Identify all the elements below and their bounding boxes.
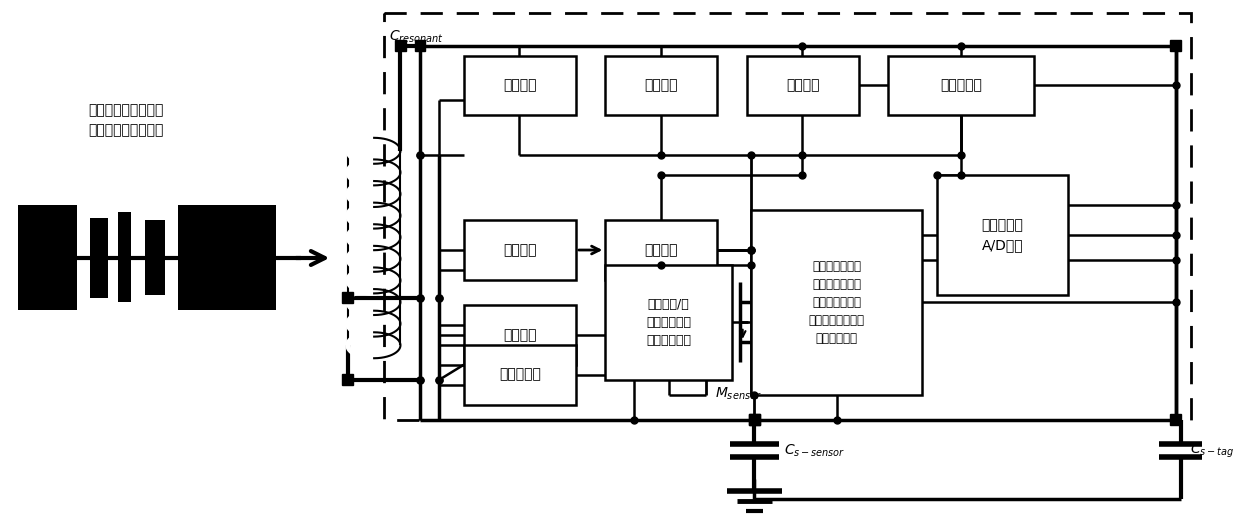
Bar [1171, 414, 1181, 425]
Bar [463, 345, 576, 405]
Text: 负载调制器: 负载调制器 [499, 368, 541, 382]
Bar [750, 414, 760, 425]
Bar [605, 56, 717, 115]
Text: 带隙基准: 带隙基准 [644, 78, 678, 93]
Bar [415, 40, 425, 51]
Text: 上电复位: 上电复位 [786, 78, 819, 93]
Bar [384, 13, 1191, 420]
Text: 具有温度测量特征的: 具有温度测量特征的 [88, 104, 164, 117]
Text: 读卡器下行命令波形: 读卡器下行命令波形 [88, 124, 164, 138]
Bar [605, 220, 717, 280]
Bar [747, 56, 859, 115]
Bar [342, 374, 353, 385]
Text: $C_{s-sensor}$: $C_{s-sensor}$ [783, 442, 845, 459]
Bar [342, 293, 353, 303]
Bar [752, 210, 922, 394]
Bar [178, 205, 275, 310]
Text: 整流模块: 整流模块 [503, 243, 536, 257]
Bar [19, 205, 77, 310]
Text: 射频标签/温
度传感器模式
转换逻辑控制: 射频标签/温 度传感器模式 转换逻辑控制 [646, 298, 691, 347]
Bar [888, 56, 1035, 115]
Bar [750, 414, 760, 425]
Bar [605, 265, 732, 380]
Text: 时钟恢复: 时钟恢复 [503, 78, 536, 93]
Text: 射频识别标签其
他部分（状态机
逻辑控制，能量
检测与限幅控制，
模式转换等）: 射频识别标签其 他部分（状态机 逻辑控制，能量 检测与限幅控制， 模式转换等） [809, 260, 865, 345]
Bar [463, 56, 576, 115]
Bar [463, 305, 576, 365]
Text: $M_{sensor}$: $M_{sensor}$ [715, 385, 762, 402]
Text: 存储器模块: 存储器模块 [940, 78, 983, 93]
Text: $C_{resonant}$: $C_{resonant}$ [389, 29, 444, 45]
Text: 命令解调: 命令解调 [503, 328, 536, 342]
Bar [1171, 40, 1181, 51]
Bar [145, 220, 165, 295]
Bar [937, 175, 1068, 295]
Bar [90, 218, 108, 298]
Text: $C_{s-tag}$: $C_{s-tag}$ [1191, 441, 1234, 459]
Bar [395, 40, 406, 51]
Text: 稳压模块: 稳压模块 [644, 243, 678, 257]
Bar [463, 220, 576, 280]
Text: 温度测量和
A/D转换: 温度测量和 A/D转换 [981, 218, 1023, 252]
Bar [118, 212, 131, 302]
